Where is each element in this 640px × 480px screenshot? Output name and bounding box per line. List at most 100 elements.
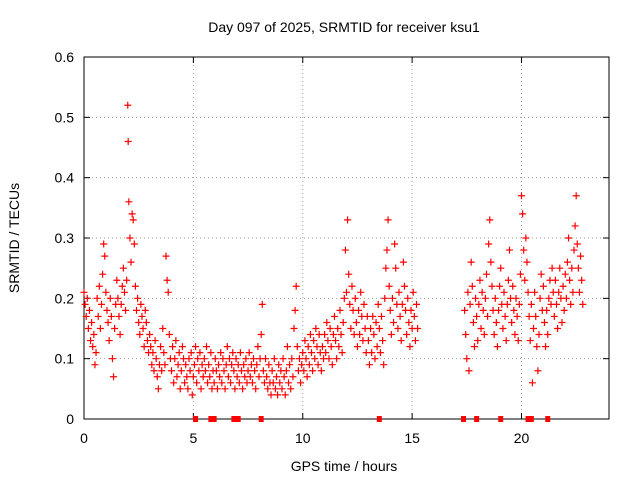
data-point [224, 373, 232, 381]
zero-value-marker [376, 416, 382, 422]
data-point [246, 373, 254, 381]
data-point [171, 355, 179, 363]
data-point [135, 318, 143, 326]
data-point [134, 294, 142, 302]
data-point [287, 385, 295, 393]
data-point [233, 373, 241, 381]
zero-value-marker [193, 416, 199, 422]
data-point [299, 349, 307, 357]
data-point [151, 337, 159, 345]
data-point [353, 343, 361, 351]
x-tick-label: 10 [295, 430, 311, 446]
data-point [129, 216, 137, 224]
data-point [328, 361, 336, 369]
data-point [275, 361, 283, 369]
data-point [465, 367, 473, 375]
data-point [551, 276, 559, 284]
data-point [93, 294, 101, 302]
data-point [158, 367, 166, 375]
x-tick-label: 5 [189, 430, 197, 446]
data-point [95, 282, 103, 290]
data-point [198, 361, 206, 369]
data-point [577, 252, 585, 260]
data-point [94, 312, 102, 320]
data-point [122, 306, 130, 314]
data-point [391, 240, 399, 248]
data-point [503, 300, 511, 308]
data-point [523, 258, 531, 266]
data-points [80, 101, 587, 422]
data-point [379, 337, 387, 345]
data-point [300, 367, 308, 375]
data-point [522, 234, 530, 242]
data-point [225, 355, 233, 363]
data-point [126, 234, 134, 242]
data-point [115, 312, 123, 320]
data-point [252, 385, 260, 393]
data-point [356, 331, 364, 339]
data-point [108, 355, 116, 363]
data-point [309, 367, 317, 375]
data-point [373, 343, 381, 351]
data-point [104, 318, 112, 326]
data-point [345, 270, 353, 278]
data-point [190, 361, 198, 369]
zero-value-marker [231, 416, 237, 422]
data-point [388, 294, 396, 302]
data-point [255, 373, 263, 381]
data-point [468, 282, 476, 290]
data-point [196, 349, 204, 357]
data-point [187, 349, 195, 357]
data-point [344, 216, 352, 224]
data-point [262, 355, 270, 363]
data-point [184, 385, 192, 393]
data-point [404, 294, 412, 302]
data-point [264, 385, 272, 393]
data-point [474, 337, 482, 345]
data-point [535, 331, 543, 339]
data-point [83, 294, 91, 302]
data-point [473, 312, 481, 320]
data-point [357, 288, 365, 296]
data-point [298, 361, 306, 369]
data-point [161, 361, 169, 369]
data-point [306, 331, 314, 339]
data-point [525, 312, 533, 320]
data-point [334, 325, 342, 332]
data-point [292, 282, 300, 290]
chart-title: Day 097 of 2025, SRMTID for receiver ksu… [208, 19, 480, 35]
data-point [329, 331, 337, 339]
data-point [101, 252, 109, 260]
data-point [273, 373, 280, 381]
data-point [290, 325, 298, 332]
data-point [369, 312, 377, 320]
data-point [407, 306, 415, 314]
data-point [376, 349, 384, 357]
data-point [336, 306, 344, 314]
data-point [333, 355, 341, 363]
data-point [259, 367, 267, 375]
data-point [324, 337, 332, 345]
data-point [141, 306, 149, 314]
data-point [146, 331, 154, 339]
data-point [403, 331, 411, 339]
data-point [105, 337, 113, 345]
data-point [229, 349, 237, 357]
data-point [295, 355, 303, 363]
y-tick-label: 0 [66, 411, 74, 427]
data-point [251, 367, 259, 375]
data-point [200, 355, 208, 363]
data-point [579, 300, 587, 308]
data-point [542, 343, 550, 351]
data-point [131, 282, 139, 290]
data-point [375, 325, 383, 332]
data-point [240, 361, 248, 369]
data-point [165, 331, 173, 339]
data-point [128, 210, 136, 218]
data-point [182, 361, 190, 369]
data-point [89, 343, 97, 351]
data-point [147, 343, 155, 351]
data-point [553, 300, 560, 308]
data-point [352, 318, 360, 326]
data-point [534, 367, 542, 375]
